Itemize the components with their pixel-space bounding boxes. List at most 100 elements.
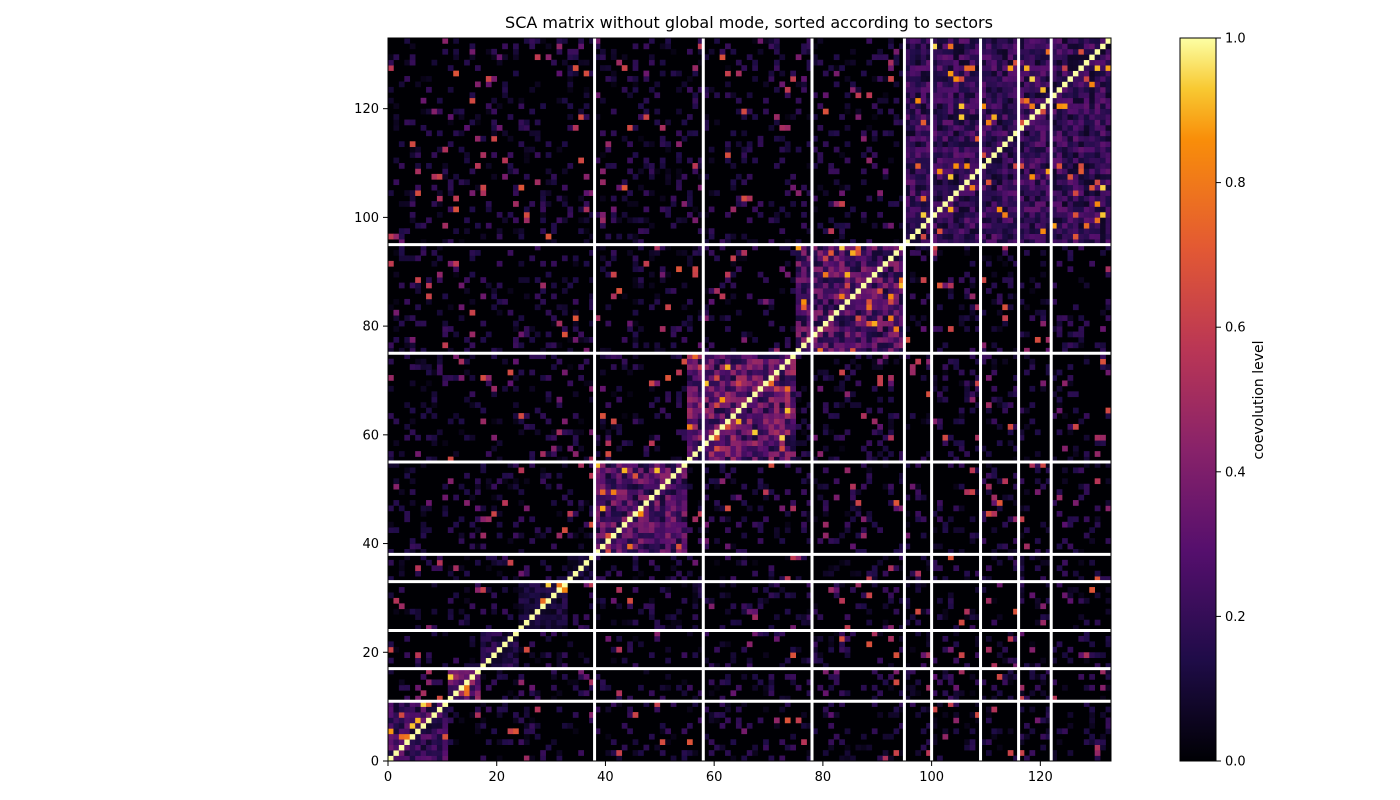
heatmap-cell <box>1013 260 1019 267</box>
heatmap-cell <box>594 478 601 485</box>
heatmap-cell <box>589 581 595 588</box>
heatmap-cell <box>436 728 443 735</box>
heatmap-cell <box>822 369 829 376</box>
heatmap-cell <box>735 407 742 414</box>
heatmap-cell <box>1067 206 1074 213</box>
heatmap-cell <box>893 712 900 718</box>
heatmap-cell <box>735 440 742 447</box>
heatmap-cell <box>436 277 443 283</box>
heatmap-cell <box>773 440 780 447</box>
heatmap-cell <box>714 500 720 506</box>
heatmap-cell <box>757 630 764 637</box>
heatmap-cell <box>806 690 813 697</box>
heatmap-cell <box>784 510 791 517</box>
heatmap-cell <box>1018 565 1025 572</box>
heatmap-cell <box>790 445 797 452</box>
heatmap-cell <box>540 282 546 289</box>
heatmap-cell <box>926 184 932 191</box>
heatmap-cell <box>735 195 742 202</box>
heatmap-cell <box>638 364 644 370</box>
heatmap-cell <box>779 369 786 376</box>
heatmap-cell <box>817 326 824 332</box>
heatmap-cell <box>616 538 623 544</box>
heatmap-cell <box>888 304 894 311</box>
heatmap-cell <box>404 342 411 349</box>
heatmap-cell <box>964 152 970 158</box>
heatmap-cell <box>757 391 764 398</box>
heatmap-cell <box>730 755 737 762</box>
heatmap-cell <box>904 201 911 207</box>
heatmap-cell <box>801 282 807 289</box>
heatmap-cell <box>871 288 878 294</box>
heatmap-cell <box>643 521 650 528</box>
heatmap-cell <box>958 201 965 207</box>
heatmap-cell <box>812 163 818 169</box>
heatmap-cell <box>773 413 780 419</box>
heatmap-cell <box>1018 576 1025 582</box>
heatmap-cell <box>768 489 775 495</box>
heatmap-cell <box>871 152 878 158</box>
heatmap-cell <box>415 608 421 615</box>
heatmap-cell <box>844 375 851 381</box>
heatmap-cell <box>806 250 813 256</box>
heatmap-cell <box>393 478 400 485</box>
heatmap-cell <box>839 597 845 604</box>
heatmap-cell <box>741 375 748 381</box>
heatmap-cell <box>953 505 960 512</box>
heatmap-cell <box>686 750 693 756</box>
heatmap-cell <box>746 603 753 610</box>
heatmap-cell <box>594 472 601 479</box>
heatmap-cell <box>578 570 584 577</box>
heatmap-cell <box>860 260 867 267</box>
heatmap-cell <box>1034 538 1041 544</box>
heatmap-cell <box>610 472 617 479</box>
heatmap-cell <box>985 190 992 196</box>
heatmap-cell <box>545 581 552 588</box>
heatmap-cell <box>784 380 791 387</box>
heatmap-cell <box>741 646 748 653</box>
heatmap-cell <box>676 391 682 398</box>
heatmap-cell <box>665 543 671 550</box>
heatmap-cell <box>567 510 574 517</box>
heatmap-cell <box>404 554 411 561</box>
heatmap-cell <box>898 315 905 321</box>
heatmap-cell <box>1100 684 1106 691</box>
heatmap-cell <box>822 668 829 675</box>
heatmap-cell <box>610 467 617 474</box>
heatmap-cell <box>828 315 835 321</box>
heatmap-cell <box>692 402 699 408</box>
heatmap-cell <box>648 483 655 490</box>
heatmap-cell <box>714 288 720 294</box>
heatmap-cell <box>822 293 829 300</box>
heatmap-cell <box>980 695 987 702</box>
heatmap-cell <box>860 603 867 610</box>
heatmap-cell <box>888 331 894 338</box>
heatmap-cell <box>1056 190 1063 196</box>
heatmap-cell <box>1105 298 1112 305</box>
heatmap-cell <box>844 652 851 659</box>
heatmap-cell <box>409 706 416 713</box>
heatmap-cell <box>1051 141 1057 148</box>
heatmap-cell <box>523 739 530 745</box>
heatmap-cell <box>1029 554 1036 561</box>
heatmap-cell <box>714 423 720 430</box>
heatmap-cell <box>947 201 954 207</box>
heatmap-cell <box>817 684 824 691</box>
heatmap-cell <box>828 570 835 577</box>
heatmap-cell <box>920 581 927 588</box>
heatmap-cell <box>947 152 954 158</box>
heatmap-cell <box>860 293 867 300</box>
heatmap-cell <box>822 336 829 343</box>
heatmap-cell <box>871 244 878 251</box>
heatmap-cell <box>1018 407 1025 414</box>
heatmap-cell <box>991 619 998 626</box>
heatmap-cell <box>904 157 911 164</box>
heatmap-cell <box>523 706 530 713</box>
heatmap-cell <box>518 228 525 234</box>
heatmap-cell <box>648 527 655 533</box>
heatmap-cell <box>616 570 623 577</box>
heatmap-cell <box>725 418 731 425</box>
heatmap-cell <box>763 451 769 457</box>
heatmap-cell <box>975 570 981 577</box>
heatmap-cell <box>964 744 970 751</box>
